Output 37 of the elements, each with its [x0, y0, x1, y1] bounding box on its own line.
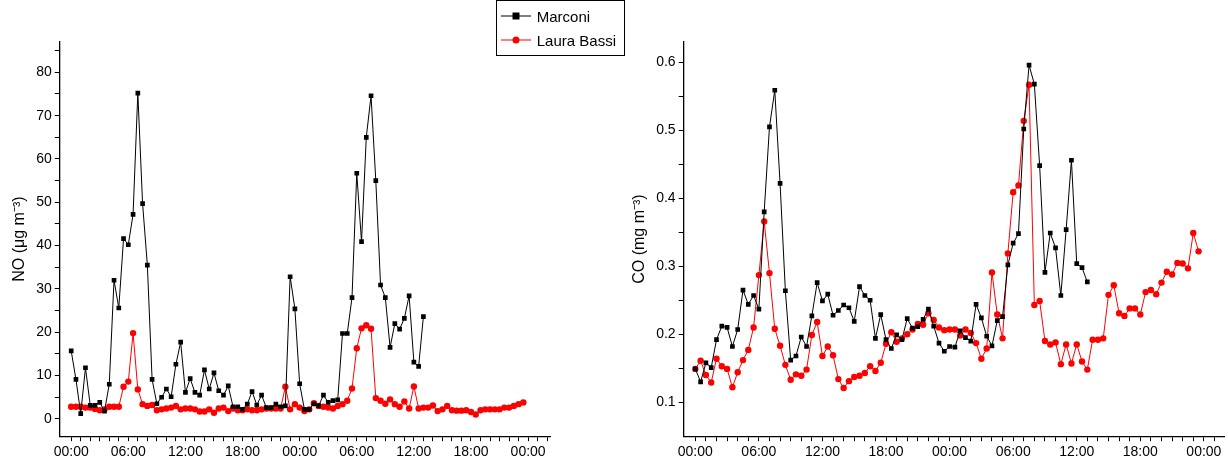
legend-label: Laura Bassi: [536, 31, 616, 49]
x-tick-label: 06:00: [110, 443, 147, 460]
y-tick-label: 80: [36, 63, 52, 80]
x-tick-label: 12:00: [396, 443, 432, 460]
y-tick-label: 10: [36, 366, 52, 383]
y-axis-title: NO (μg m⁻³): [10, 196, 28, 282]
x-tick-label: 06:00: [741, 443, 777, 460]
x-tick-label: 00:00: [1186, 443, 1222, 460]
y-tick-label: 0.3: [656, 257, 676, 274]
y-tick-label: 0.6: [656, 53, 676, 70]
x-tick-label: 18:00: [868, 443, 904, 460]
y-tick-label: 0.1: [656, 393, 676, 410]
x-tick-label: 06:00: [995, 443, 1031, 460]
y-tick-label: 20: [36, 323, 52, 340]
x-tick-label: 00:00: [53, 443, 89, 460]
x-tick-label: 00:00: [510, 443, 546, 460]
y-tick-label: 0.4: [656, 189, 676, 206]
y-tick-label: 0.5: [656, 121, 676, 138]
x-tick-label: 18:00: [225, 443, 261, 460]
x-tick-label: 12:00: [1059, 443, 1095, 460]
y-axis-title: CO (mg m⁻³): [630, 194, 648, 284]
y-tick-label: 50: [36, 193, 52, 210]
x-tick-label: 18:00: [453, 443, 489, 460]
x-tick-label: 06:00: [339, 443, 375, 460]
y-tick-label: 0.2: [656, 325, 676, 342]
y-tick-label: 30: [36, 279, 52, 296]
y-tick-label: 70: [36, 106, 52, 123]
y-tick-label: 60: [36, 149, 52, 166]
x-tick-label: 12:00: [804, 443, 841, 460]
x-tick-label: 12:00: [167, 443, 204, 460]
y-tick-label: 40: [36, 236, 52, 253]
x-tick-label: 00:00: [282, 443, 318, 460]
x-tick-label: 18:00: [1122, 443, 1159, 460]
y-tick-label: 0: [43, 409, 52, 426]
x-tick-label: 00:00: [677, 443, 714, 460]
x-tick-label: 00:00: [932, 443, 968, 460]
legend-label: Marconi: [536, 7, 591, 25]
